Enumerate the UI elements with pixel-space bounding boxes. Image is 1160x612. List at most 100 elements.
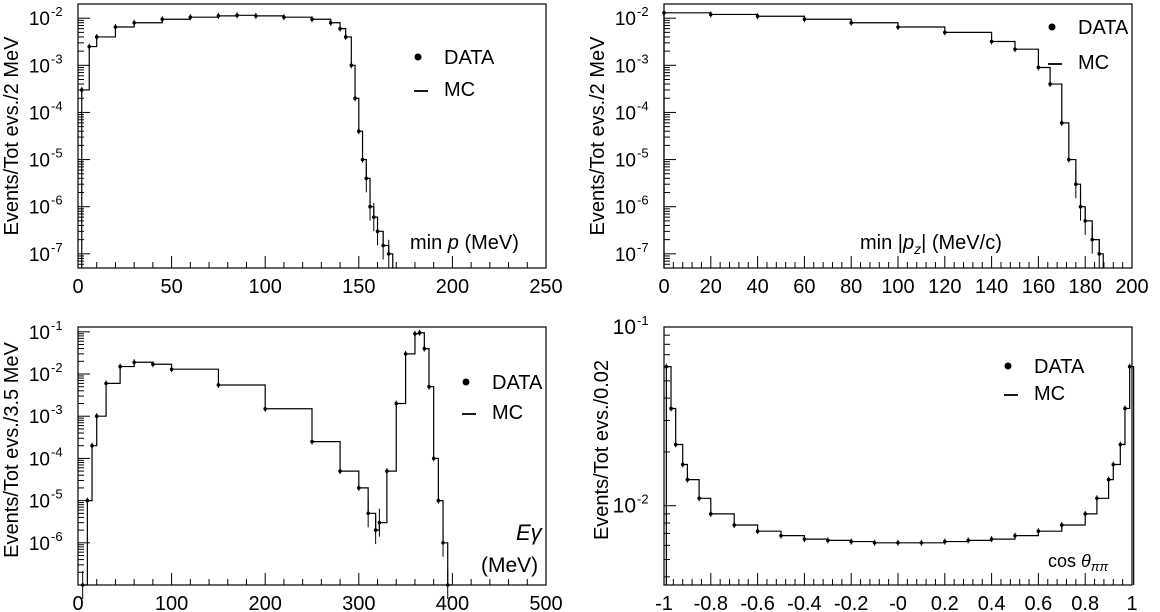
data-point <box>160 17 165 22</box>
x-tick-label: 300 <box>342 593 375 612</box>
y-tick-label: 10 <box>615 9 636 30</box>
legend-data-marker <box>1004 362 1012 370</box>
data-point <box>943 539 947 544</box>
y-axis-label: Events/Tot evs./2 MeV <box>1 36 23 236</box>
data-point <box>373 528 378 532</box>
data-point <box>263 406 268 411</box>
y-tick-exponent: -7 <box>51 240 63 255</box>
y-tick-label: 10 <box>29 151 50 172</box>
y-tick-exponent: -1 <box>51 318 63 333</box>
data-point <box>826 538 830 543</box>
x-tick-label: -1 <box>655 593 673 612</box>
chart-panel-3: 0 100 200 300 400 50010-110-210-310-410-510-6… <box>1 318 563 612</box>
data-point <box>377 520 382 525</box>
data-point <box>366 511 370 516</box>
legend-data-label: DATA <box>444 47 495 69</box>
data-point <box>1060 523 1064 527</box>
y-tick-label: 10 <box>615 103 636 124</box>
x-tick-label: 500 <box>529 593 562 612</box>
x-tick-label: 100 <box>881 276 914 298</box>
data-point <box>169 367 174 371</box>
data-point <box>943 30 947 35</box>
data-point <box>87 44 92 49</box>
x-tick-label: -0.2 <box>834 593 868 612</box>
y-tick-label: 10 <box>615 198 636 219</box>
legend-mc-label: MC <box>1078 52 1109 74</box>
y-tick-exponent: -5 <box>637 146 649 161</box>
data-point <box>732 523 736 527</box>
data-point <box>235 13 239 18</box>
data-point <box>254 14 258 18</box>
data-point <box>1090 237 1095 242</box>
y-tick-exponent: -2 <box>51 360 63 375</box>
data-point <box>357 129 361 133</box>
data-point <box>779 533 783 538</box>
x-tick-label: 120 <box>928 276 961 298</box>
data-point <box>709 512 713 516</box>
data-point <box>80 583 85 587</box>
data-point <box>1127 364 1132 369</box>
legend-mc-label: MC <box>444 79 475 101</box>
data-point <box>188 15 193 19</box>
y-tick-label: 10 <box>29 449 50 470</box>
y-tick-exponent: -2 <box>637 4 649 19</box>
data-point <box>79 88 84 92</box>
data-point <box>849 539 853 544</box>
x-axis-label-unit: (MeV) <box>481 554 538 577</box>
data-point <box>310 17 314 22</box>
mc-histogram <box>665 366 1135 585</box>
y-tick-exponent: -3 <box>637 51 649 66</box>
x-tick-label: 20 <box>700 276 722 298</box>
data-point <box>1036 65 1041 70</box>
data-point <box>385 469 389 473</box>
x-tick-label: 0 <box>72 276 83 298</box>
x-tick-label: 40 <box>746 276 768 298</box>
x-axis-label: min |pz| (MeV/c) <box>860 232 1002 257</box>
data-point <box>403 352 408 356</box>
data-point <box>1078 204 1083 209</box>
data-point <box>371 215 376 219</box>
data-point <box>1118 442 1123 447</box>
y-tick-exponent: -4 <box>51 98 63 113</box>
data-point <box>896 25 900 29</box>
y-axis-label: Events/Tot evs./0.02 <box>591 360 613 540</box>
x-tick-label: 160 <box>1022 276 1055 298</box>
data-point <box>896 541 900 545</box>
data-point <box>216 383 221 387</box>
data-point <box>90 443 94 448</box>
y-tick-label: 10 <box>29 534 50 555</box>
x-tick-label: 0 <box>72 593 83 612</box>
x-tick-label: -0 <box>889 593 907 612</box>
y-tick-label: 10 <box>29 245 50 266</box>
data-point <box>1013 47 1017 51</box>
y-tick-exponent: -7 <box>637 240 649 255</box>
y-tick-exponent: -5 <box>51 146 63 161</box>
data-point <box>662 11 666 15</box>
data-point <box>413 331 417 336</box>
data-point <box>132 360 136 365</box>
data-point <box>364 176 369 181</box>
legend-data-label: DATA <box>1034 356 1085 378</box>
mc-histogram <box>663 12 1104 268</box>
x-tick-label: 0.4 <box>978 593 1006 612</box>
data-point <box>94 414 99 419</box>
data-point <box>1106 477 1111 482</box>
x-tick-label: 0.8 <box>1071 593 1099 612</box>
data-point <box>357 486 361 490</box>
data-point <box>343 35 348 39</box>
data-point <box>394 401 399 406</box>
data-point <box>113 25 118 29</box>
x-tick-label: -0.4 <box>787 593 821 612</box>
x-axis-label: min p (MeV) <box>410 232 519 254</box>
data-point <box>353 96 357 101</box>
data-point <box>338 469 342 473</box>
plot-frame <box>663 3 1133 269</box>
data-point <box>85 498 90 503</box>
y-tick-exponent: -3 <box>51 51 63 66</box>
data-point <box>673 442 678 447</box>
legend-mc-label: MC <box>492 402 523 424</box>
x-tick-label: 150 <box>342 276 375 298</box>
plot-frame <box>77 326 547 586</box>
data-point <box>427 384 431 389</box>
